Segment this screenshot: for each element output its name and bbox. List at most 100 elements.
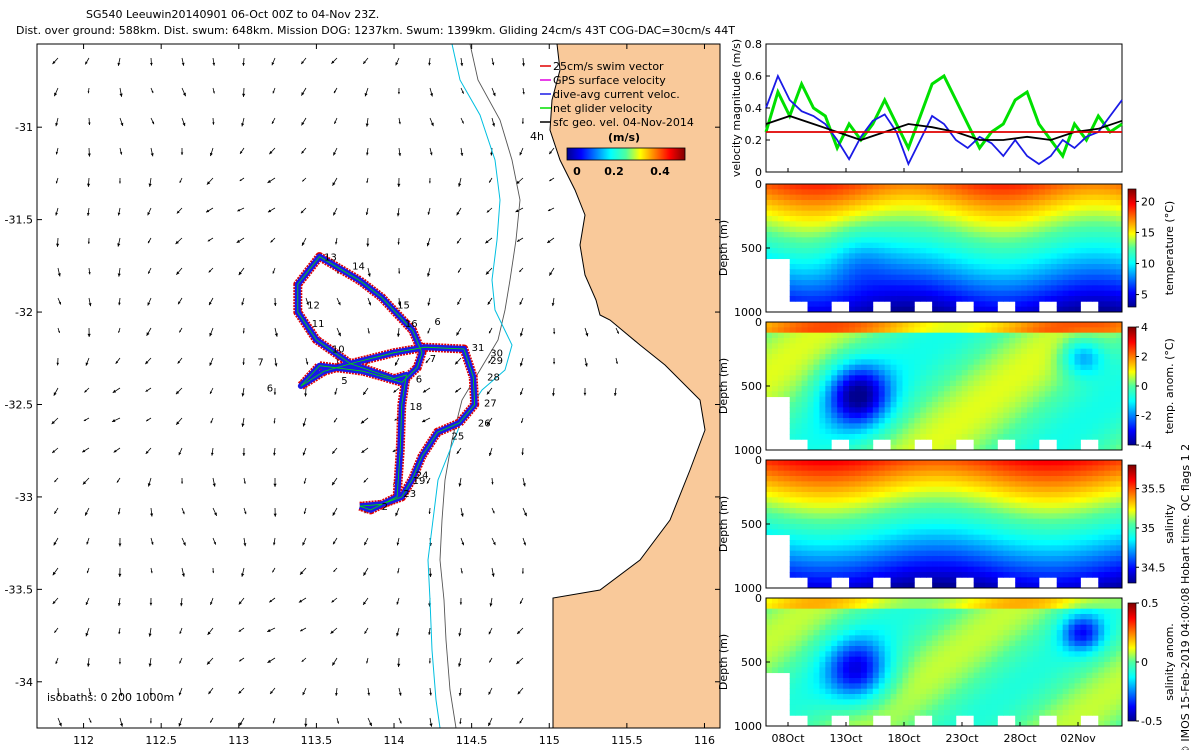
geo-vector-head: [615, 361, 618, 364]
geo-vector-head: [148, 183, 152, 187]
section-cell: [819, 269, 826, 276]
geo-vector-head: [332, 450, 335, 454]
section-cell: [902, 343, 909, 350]
section-cell: [979, 407, 986, 414]
section-cell: [878, 418, 886, 424]
section-cell: [855, 285, 862, 292]
section-cell: [878, 226, 886, 233]
section-cell: [855, 269, 862, 276]
section-cell: [855, 582, 862, 589]
section-cell: [1044, 423, 1052, 430]
section-cell: [766, 253, 773, 260]
section-cell: [849, 518, 856, 525]
section-cell: [1062, 205, 1069, 212]
section-cell: [1086, 481, 1093, 488]
section-cell: [890, 221, 897, 228]
section-cell: [997, 253, 1004, 260]
section-cell: [1068, 226, 1075, 233]
geo-vector-head: [330, 630, 334, 634]
section-cell: [926, 290, 933, 297]
section-cell: [884, 205, 891, 212]
map-xtick-label: 113: [228, 734, 249, 747]
geo-vector-head: [274, 333, 278, 337]
section-cell: [914, 264, 921, 270]
section-cell: [1116, 460, 1123, 466]
section-cell: [908, 221, 915, 228]
section-cell: [955, 380, 963, 387]
section-cell: [855, 258, 862, 265]
section-cell: [849, 497, 856, 504]
section-cell: [1027, 418, 1034, 424]
geo-vector-head: [521, 63, 525, 67]
section-cell: [777, 354, 785, 360]
section-cell: [1074, 572, 1081, 578]
section-cell: [831, 338, 838, 344]
section-cell: [955, 253, 963, 260]
section-cell: [801, 332, 808, 339]
section-cell: [1033, 465, 1040, 472]
section-cell: [843, 194, 850, 201]
section-cell: [1038, 269, 1046, 276]
section-cell: [991, 402, 998, 408]
day-label: 28: [487, 372, 500, 383]
section-cell: [819, 396, 826, 403]
section-cell: [1044, 210, 1052, 217]
section-cell: [1021, 184, 1028, 190]
geo-vector-head: [298, 599, 303, 603]
section-cell: [860, 184, 868, 190]
section-cell: [926, 354, 933, 360]
section-cell: [961, 508, 969, 514]
section-cell: [914, 391, 921, 398]
section-cell: [855, 439, 862, 446]
section-cell: [938, 343, 945, 350]
section-cell: [866, 577, 874, 584]
section-cell: [1104, 332, 1111, 339]
geo-vector-head: [488, 722, 492, 727]
section-cell: [955, 338, 963, 344]
section-cell: [1033, 502, 1040, 509]
section-cell: [926, 545, 933, 552]
section-cell: [831, 566, 838, 573]
section-cbar-label: 5: [1141, 289, 1148, 302]
section-cell: [1074, 364, 1081, 371]
section-cell: [1033, 200, 1040, 206]
geo-vector-head: [269, 150, 273, 155]
section-cell: [938, 524, 945, 530]
section-cell: [1033, 184, 1040, 190]
section-cell: [860, 439, 868, 446]
section-cell: [777, 391, 785, 398]
geo-vector-head: [55, 122, 59, 127]
section-cell: [1044, 237, 1052, 244]
section-cell: [955, 370, 963, 376]
section-cell: [890, 434, 897, 440]
section-cell: [1068, 524, 1075, 530]
section-cell: [855, 280, 862, 286]
section-cell: [1086, 184, 1093, 190]
section-cell: [896, 322, 903, 328]
section-cell: [908, 205, 915, 212]
section-cell: [777, 205, 785, 212]
geo-vector-head: [302, 179, 305, 182]
section-cell: [766, 481, 773, 488]
section-cell: [979, 508, 986, 514]
section-cell: [979, 322, 986, 328]
section-cell: [1104, 343, 1111, 350]
section-cell: [1098, 375, 1105, 382]
section-cell: [961, 343, 969, 350]
section-cell: [1116, 497, 1123, 504]
section-cell: [849, 412, 856, 419]
section-cell: [914, 354, 921, 360]
section-cell: [807, 577, 814, 584]
section-cell: [813, 216, 820, 222]
geo-vector-head: [113, 449, 117, 453]
section-cell: [979, 210, 986, 217]
section-cell: [837, 370, 844, 376]
section-cell: [813, 508, 820, 514]
section-cell: [1062, 200, 1069, 206]
geo-vector-head: [491, 573, 495, 577]
section-cell: [1003, 189, 1010, 196]
section-cell: [843, 338, 850, 344]
section-cell: [1038, 508, 1046, 514]
section-cell: [849, 338, 856, 344]
section-cell: [902, 370, 909, 376]
